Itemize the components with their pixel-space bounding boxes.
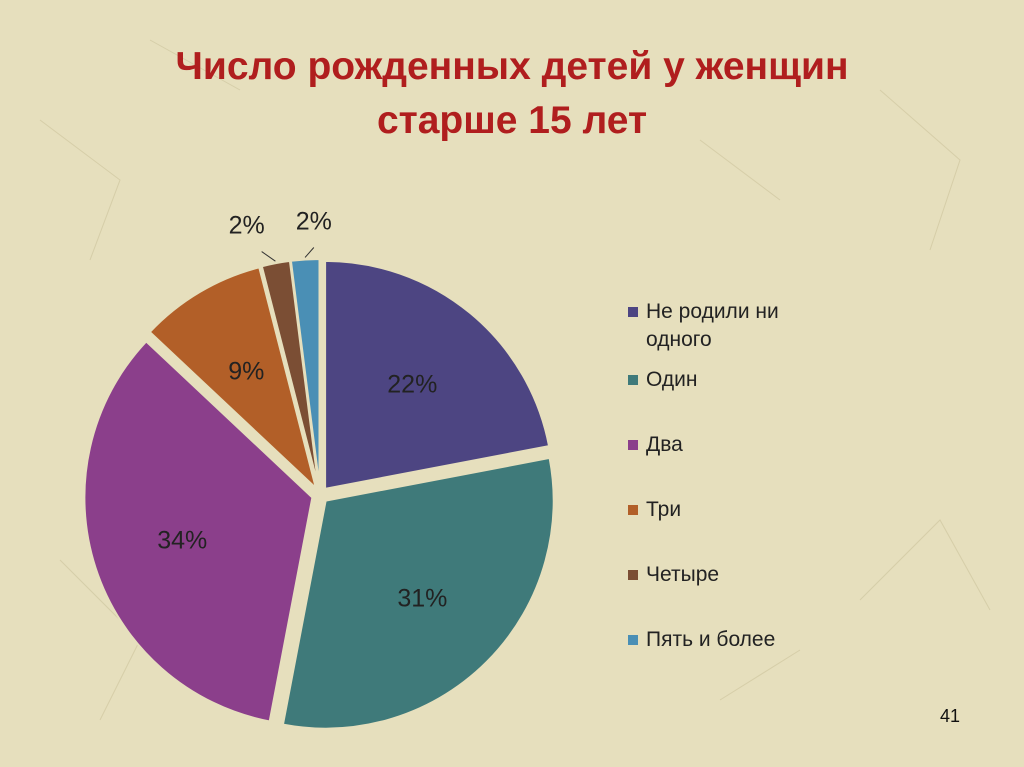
data-label-2: 31% bbox=[397, 584, 447, 612]
legend-swatch bbox=[628, 307, 638, 317]
pie-slice-2 bbox=[281, 456, 555, 730]
data-label-1: 22% bbox=[387, 370, 437, 398]
leader-line-5 bbox=[261, 251, 276, 262]
legend-label: Один bbox=[646, 368, 698, 391]
title-line-2: старше 15 лет bbox=[376, 99, 648, 142]
legend-swatch bbox=[628, 440, 638, 450]
legend-swatch bbox=[628, 505, 638, 515]
legend-item-6: Пять и более bbox=[628, 626, 836, 654]
leader-line-6 bbox=[304, 247, 315, 258]
legend-label: Не родили ни одного bbox=[646, 300, 779, 351]
data-label-4: 9% bbox=[228, 357, 264, 385]
pie-slice-3 bbox=[83, 339, 314, 723]
data-label-5: 2% bbox=[229, 212, 265, 240]
pie-slice-5 bbox=[260, 259, 320, 488]
legend-label: Два bbox=[646, 433, 683, 456]
page-title: Число рожденных детей у женщин старше 15… bbox=[0, 40, 1024, 148]
legend-swatch bbox=[628, 375, 638, 385]
legend-swatch bbox=[628, 570, 638, 580]
legend-label: Пять и более bbox=[646, 628, 776, 651]
legend-item-4: Три bbox=[628, 496, 836, 524]
pie-slice-1 bbox=[324, 259, 551, 491]
pie-slice-4 bbox=[148, 266, 318, 492]
legend-item-1: Не родили ни одного bbox=[628, 298, 836, 354]
legend-label: Три bbox=[646, 498, 682, 521]
legend-swatch bbox=[628, 635, 638, 645]
page-number: 41 bbox=[940, 706, 961, 726]
data-label-6: 2% bbox=[296, 208, 332, 236]
title-line-1: Число рожденных детей у женщин bbox=[175, 45, 849, 88]
legend-label: Четыре bbox=[646, 563, 720, 586]
legend-item-3: Два bbox=[628, 431, 836, 459]
data-label-3: 34% bbox=[157, 527, 207, 555]
legend-item-5: Четыре bbox=[628, 561, 836, 589]
pie-slice-6 bbox=[289, 258, 321, 488]
legend-item-2: Один bbox=[628, 366, 836, 394]
